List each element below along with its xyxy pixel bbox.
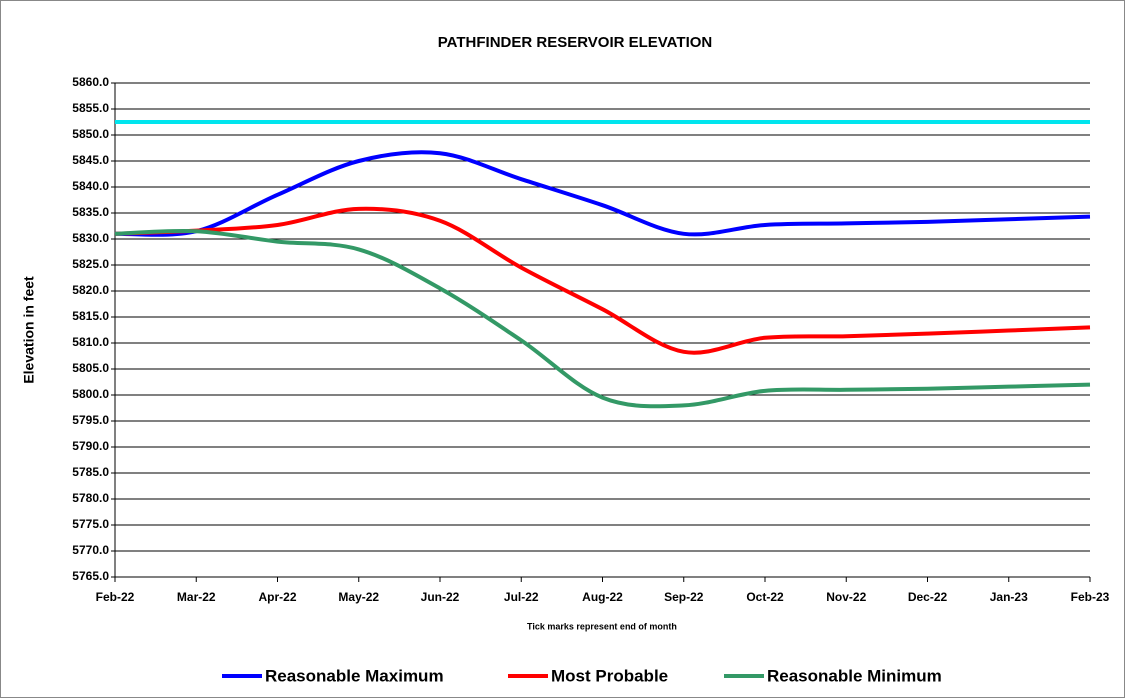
x-tick-label: Jun-22	[421, 590, 460, 604]
series-line	[114, 150, 1091, 237]
x-tick-label: May-22	[338, 590, 379, 604]
y-tick-label: 5855.0	[72, 101, 109, 115]
y-tick-label: 5860.0	[72, 75, 109, 89]
y-tick-label: 5765.0	[72, 569, 109, 583]
x-tick-label: Nov-22	[826, 590, 866, 604]
x-tick-label: Aug-22	[582, 590, 623, 604]
legend-label: Reasonable Minimum	[767, 666, 942, 685]
y-tick-label: 5815.0	[72, 309, 109, 323]
x-tick-label: Mar-22	[177, 590, 216, 604]
y-tick-label: 5830.0	[72, 231, 109, 245]
x-note: Tick marks represent end of month	[527, 621, 677, 631]
y-tick-label: 5825.0	[72, 257, 109, 271]
y-tick-label: 5840.0	[72, 179, 109, 193]
y-axis-label: Elevation in feet	[21, 276, 37, 384]
x-tick-label: Feb-22	[96, 590, 135, 604]
series-line	[114, 206, 1091, 355]
y-tick-label: 5845.0	[72, 153, 109, 167]
x-tick-label: Dec-22	[908, 590, 948, 604]
x-tick-label: Apr-22	[258, 590, 296, 604]
legend-label: Most Probable	[551, 666, 668, 685]
legend-label: Reasonable Maximum	[265, 666, 444, 685]
x-tick-label: Jul-22	[504, 590, 539, 604]
y-tick-label: 5835.0	[72, 205, 109, 219]
x-tick-label: Jan-23	[990, 590, 1028, 604]
y-tick-label: 5850.0	[72, 127, 109, 141]
x-tick-label: Sep-22	[664, 590, 704, 604]
x-tick-label: Oct-22	[746, 590, 784, 604]
y-tick-label: 5775.0	[72, 517, 109, 531]
x-tick-label: Feb-23	[1071, 590, 1110, 604]
y-tick-label: 5805.0	[72, 361, 109, 375]
y-tick-label: 5770.0	[72, 543, 109, 557]
y-tick-label: 5785.0	[72, 465, 109, 479]
y-tick-label: 5780.0	[72, 491, 109, 505]
chart-title: PATHFINDER RESERVOIR ELEVATION	[438, 34, 712, 51]
y-tick-label: 5810.0	[72, 335, 109, 349]
y-tick-label: 5795.0	[72, 413, 109, 427]
y-tick-label: 5800.0	[72, 387, 109, 401]
series-line	[114, 228, 1091, 409]
y-tick-label: 5820.0	[72, 283, 109, 297]
y-tick-label: 5790.0	[72, 439, 109, 453]
